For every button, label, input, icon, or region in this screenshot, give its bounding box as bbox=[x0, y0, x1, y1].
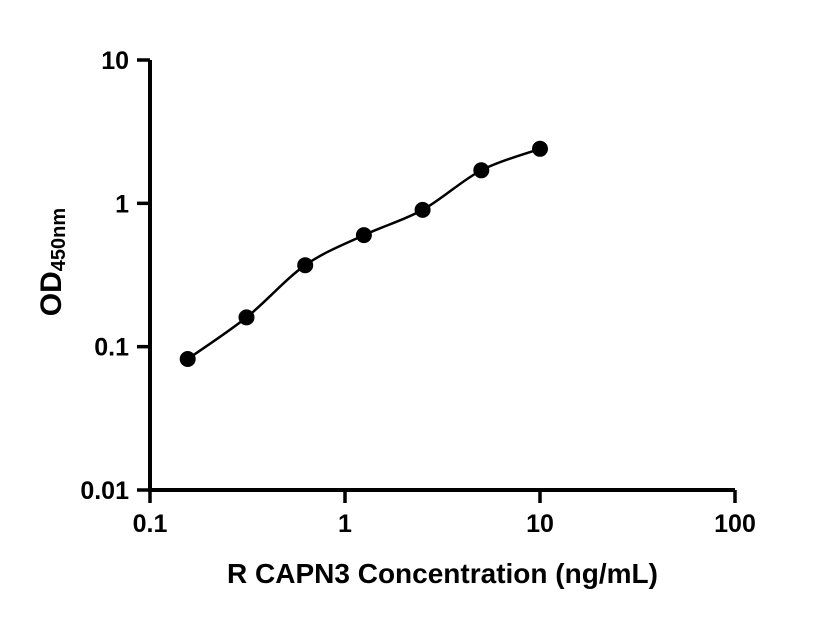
y-tick-label: 1 bbox=[115, 190, 129, 218]
x-axis-label: R CAPN3 Concentration (ng/mL) bbox=[227, 558, 658, 589]
plot-axes bbox=[148, 60, 735, 492]
y-axis-label-main: OD bbox=[35, 271, 68, 317]
x-tick-label: 0.1 bbox=[133, 510, 168, 538]
data-point bbox=[414, 201, 431, 218]
x-tick-label: 10 bbox=[526, 510, 554, 538]
y-tick-label: 10 bbox=[101, 47, 129, 75]
x-tick-label: 1 bbox=[338, 510, 352, 538]
data-point bbox=[238, 309, 255, 326]
y-axis-label-subscript: 450nm bbox=[48, 207, 70, 272]
standard-curve-line bbox=[186, 147, 541, 361]
data-point bbox=[355, 227, 372, 244]
data-point bbox=[297, 257, 314, 274]
data-point bbox=[179, 351, 196, 367]
data-point bbox=[532, 140, 548, 157]
y-axis-label: OD450nm bbox=[32, 142, 72, 382]
data-point bbox=[473, 162, 490, 179]
x-tick-label: 100 bbox=[714, 510, 756, 538]
y-tick-label: 0.1 bbox=[94, 334, 129, 362]
y-tick-label: 0.01 bbox=[80, 477, 129, 505]
